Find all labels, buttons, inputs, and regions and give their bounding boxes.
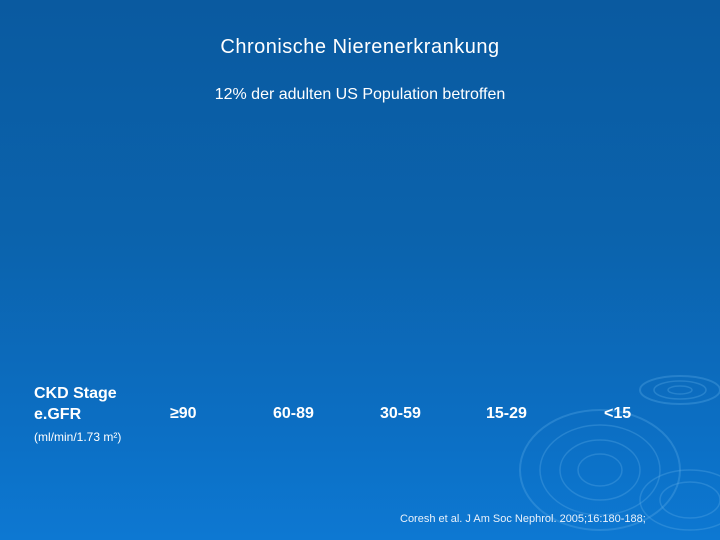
slide-title: Chronische Nierenerkrankung (220, 36, 500, 58)
ckd-stage-label: CKD Stage (34, 385, 117, 402)
egfr-value-stage-4: 15-29 (486, 405, 527, 422)
citation: Coresh et al. J Am Soc Nephrol. 2005;16:… (400, 513, 646, 525)
egfr-value-stage-5: <15 (604, 405, 632, 422)
slide-subtitle: 12% der adulten US Population betroffen (214, 86, 506, 103)
egfr-value-stage-2: 60-89 (273, 405, 314, 422)
egfr-label: e.GFR (34, 406, 82, 423)
egfr-value-stage-1: ≥90 (170, 405, 197, 422)
egfr-value-stage-3: 30-59 (380, 405, 421, 422)
egfr-unit-label: (ml/min/1.73 m²) (34, 430, 122, 444)
